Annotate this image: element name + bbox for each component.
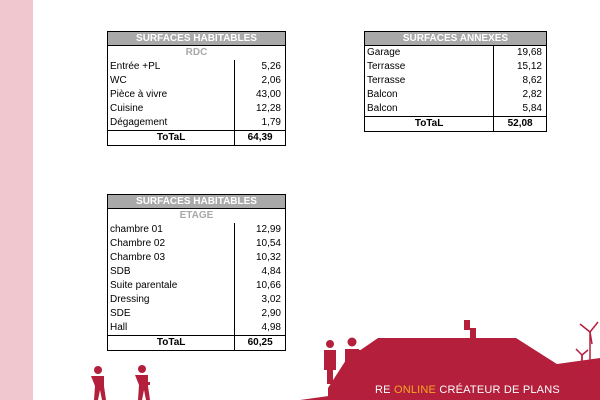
tagline-part-3: CRÉATEUR DE PLANS	[436, 384, 560, 396]
worker-left-icon	[91, 365, 150, 400]
room-area: 43,00	[234, 88, 286, 102]
table-subtitle: ETAGE	[107, 208, 286, 223]
table-row: Terrasse 15,12	[363, 60, 547, 74]
table-subtitle: RDC	[107, 45, 286, 60]
table-row: chambre 01 12,99	[106, 223, 286, 237]
construction-illustration	[91, 320, 600, 400]
total-label: ToTaL	[363, 116, 495, 132]
tagline-part-2: ONLINE	[393, 384, 437, 396]
table-title: SURFACES HABITABLES	[107, 194, 286, 209]
table-row: Entrée +PL 5,26	[106, 60, 286, 74]
room-area: 15,12	[493, 60, 547, 74]
table-row: Balcon 2,82	[363, 88, 547, 102]
room-area: 10,32	[234, 251, 286, 265]
room-area: 5,84	[493, 102, 547, 117]
total-value: 60,25	[234, 335, 286, 351]
room-label: Terrasse	[363, 60, 494, 74]
room-area: 2,82	[493, 88, 547, 102]
room-label: Chambre 02	[106, 237, 235, 251]
room-label: Suite parentale	[106, 279, 235, 293]
room-label: Dressing	[106, 293, 235, 307]
room-area: 19,68	[493, 45, 547, 60]
room-label: Entrée +PL	[106, 60, 235, 74]
room-label: SDE	[106, 307, 235, 321]
room-area: 10,54	[234, 237, 286, 251]
total-label: ToTaL	[106, 335, 236, 351]
room-area: 4,84	[234, 265, 286, 279]
room-area: 1,79	[234, 116, 286, 131]
room-label: Cuisine	[106, 102, 235, 116]
room-label: SDB	[106, 265, 235, 279]
side-decor-band	[0, 0, 33, 400]
total-row: ToTaL 60,25	[106, 335, 286, 351]
table-row: Dégagement 1,79	[106, 116, 286, 131]
table-row: Chambre 02 10,54	[106, 237, 286, 251]
table-row: Cuisine 12,28	[106, 102, 286, 116]
etage-surfaces-table: SURFACES HABITABLES ETAGE chambre 01 12,9…	[106, 194, 286, 351]
total-label: ToTaL	[106, 130, 236, 146]
annexes-surfaces-table: SURFACES ANNEXES Garage 19,68 Terrasse 15,…	[363, 31, 547, 132]
room-label: WC	[106, 74, 235, 88]
table-row: Dressing 3,02	[106, 293, 286, 307]
room-label: chambre 01	[106, 223, 235, 237]
brand-tagline: RE ONLINE CRÉATEUR DE PLANS	[375, 384, 560, 396]
table-row: Suite parentale 10,66	[106, 279, 286, 293]
room-label: Chambre 03	[106, 251, 235, 265]
table-row: SDB 4,84	[106, 265, 286, 279]
table-row: Chambre 03 10,32	[106, 251, 286, 265]
room-area: 2,90	[234, 307, 286, 321]
total-row: ToTaL 64,39	[106, 130, 286, 146]
room-label: Garage	[363, 45, 494, 60]
table-row: WC 2,06	[106, 74, 286, 88]
room-area: 12,28	[234, 102, 286, 116]
room-area: 8,62	[493, 74, 547, 88]
table-row: Pièce à vivre 43,00	[106, 88, 286, 102]
total-row: ToTaL 52,08	[363, 116, 547, 132]
table-title: SURFACES ANNEXES	[364, 31, 547, 46]
wind-turbine-icon	[575, 321, 599, 380]
house-icon	[328, 320, 560, 400]
table-title: SURFACES HABITABLES	[107, 31, 286, 46]
room-area: 12,99	[234, 223, 286, 237]
table-row: Terrasse 8,62	[363, 74, 547, 88]
table-row: Balcon 5,84	[363, 102, 547, 117]
total-value: 52,08	[493, 116, 547, 132]
room-area: 10,66	[234, 279, 286, 293]
workers-icon	[324, 337, 364, 385]
room-label: Terrasse	[363, 74, 494, 88]
tagline-part-1: RE	[375, 384, 394, 396]
room-label: Balcon	[363, 102, 494, 117]
total-value: 64,39	[234, 130, 286, 146]
room-label: Balcon	[363, 88, 494, 102]
rdc-surfaces-table: SURFACES HABITABLES RDC Entrée +PL 5,26 W…	[106, 31, 286, 146]
room-area: 5,26	[234, 60, 286, 74]
room-area: 3,02	[234, 293, 286, 307]
room-label: Pièce à vivre	[106, 88, 235, 102]
room-label: Dégagement	[106, 116, 235, 131]
room-area: 2,06	[234, 74, 286, 88]
table-row: Garage 19,68	[363, 45, 547, 60]
table-row: SDE 2,90	[106, 307, 286, 321]
